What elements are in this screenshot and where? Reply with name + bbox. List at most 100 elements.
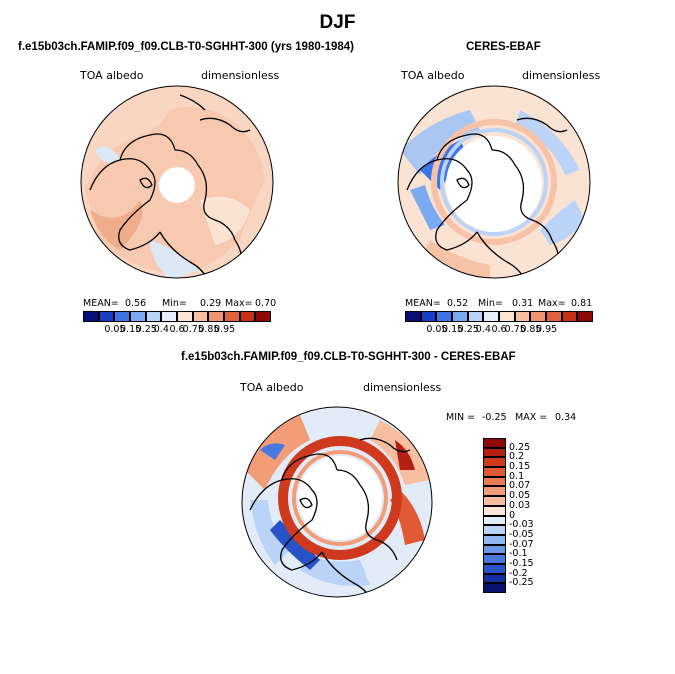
panel-1-colorbar-tick-label: 0.6 — [169, 324, 185, 335]
panel-2-colorbar-swatch — [577, 311, 593, 322]
panel-3-min-value: -0.25 — [482, 412, 507, 423]
panel-3-colorbar-tick-label: 0.15 — [509, 461, 531, 473]
panel-3-colorbar-swatch — [483, 525, 506, 535]
panel-1-colorbar-tick-label: 0.4 — [153, 324, 169, 335]
panel-2-colorbar-tick-label: 0.6 — [491, 324, 507, 335]
figure-title: DJF — [319, 12, 356, 33]
panel-3-colorbar-swatch — [483, 457, 506, 468]
panel-3-colorbar-swatch — [483, 496, 506, 506]
panel-1-min-value: 0.29 — [200, 298, 222, 309]
panel-3-colorbar-tick-label: 0.25 — [509, 441, 531, 453]
panel-1-colorbar-swatch — [98, 311, 115, 322]
panel-2-colorbar-swatch — [499, 311, 515, 322]
panel-2-min-value: 0.31 — [512, 298, 534, 309]
panel-3-colorbar-tick-label: 0.2 — [509, 451, 525, 463]
panel-2-left-label: TOA albedo — [401, 69, 465, 82]
panel-3-colorbar-tick-label: -0.15 — [509, 557, 534, 569]
panel-2-max-value: 0.81 — [571, 298, 593, 309]
panel-3-colorbar-tick-label: -0.03 — [509, 519, 534, 531]
panel-3-colorbar-swatch — [483, 544, 506, 555]
panel-3-colorbar-labels: 0.25 0.2 0.15 0.1 0.07 0.05 0.03 0 -0.03 -0.05 -0.… — [509, 438, 569, 593]
panel-2-colorbar-swatch — [483, 311, 499, 322]
panel-2-colorbar-swatch — [530, 311, 546, 322]
panel-3-left-label: TOA albedo — [240, 381, 304, 394]
panel-3-colorbar-tick-label: 0.1 — [509, 470, 525, 482]
panel-2-colorbar-swatch — [546, 311, 562, 322]
panel-3-colorbar-swatch — [483, 476, 506, 487]
panel-3-colorbar-swatch — [483, 563, 506, 574]
panel-1-colorbar-swatch — [145, 311, 162, 322]
panel-2-colorbar-tick-label: 0.25 — [457, 324, 479, 335]
panel-3-colorbar-swatch — [483, 438, 506, 448]
panel-2-colorbar-swatch — [420, 311, 437, 322]
panel-2-colorbar-tick-label: 0.85 — [520, 324, 542, 335]
panel-3-colorbar-swatch — [483, 467, 506, 477]
panel-1-colorbar-swatch — [192, 311, 209, 322]
panel-1-mean-value: 0.56 — [125, 298, 147, 309]
panel-1-colorbar-tick-label: 0.95 — [214, 324, 236, 335]
panel-2-colorbar-swatch — [452, 311, 468, 322]
panel-1-colorbar-swatch — [208, 311, 224, 322]
panel-2-right-label: dimensionless — [522, 69, 601, 82]
panel-1-colorbar-swatch — [239, 311, 256, 322]
panel-3-subtitle: f.e15b03ch.FAMIP.f09_f09.CLB-T0-SGHHT-30… — [181, 351, 516, 363]
panel-3-colorbar-tick-label: -0.2 — [509, 567, 528, 579]
panel-1-colorbar-swatch — [114, 311, 130, 322]
panel-2-colorbar-swatch — [436, 311, 452, 322]
panel-3-max-value: 0.34 — [555, 412, 577, 423]
panel-1-colorbar-swatch — [177, 311, 193, 322]
panel-2-colorbar-tick-label: 0.15 — [442, 324, 464, 335]
panel-1-colorbar-swatch — [255, 311, 271, 322]
panel-2-subtitle: CERES-EBAF — [466, 41, 541, 53]
panel-2-mean-label: MEAN= — [405, 298, 441, 309]
panel-3-colorbar-tick-label: -0.07 — [509, 538, 534, 550]
panel-3-colorbar-tick-label: 0.05 — [509, 490, 531, 502]
panel-3-colorbar-swatch — [483, 554, 506, 564]
panel-2-colorbar-labels: 0.05 0.15 0.25 0.4 0.6 0.75 0.85 0.95 — [405, 324, 593, 336]
panel-3-colorbar-tick-label: -0.05 — [509, 528, 534, 540]
panel-3-colorbar — [483, 438, 506, 593]
panel-1-colorbar-tick-label: 0.05 — [104, 324, 126, 335]
panel-2-colorbar-swatch — [405, 311, 421, 322]
panel-3-colorbar-swatch — [483, 505, 506, 516]
panel-1-colorbar-tick-label: 0.75 — [182, 324, 204, 335]
panel-2-colorbar — [405, 311, 593, 322]
panel-3-max-label: MAX = — [515, 412, 548, 423]
panel-3-colorbar-tick-label: 0.07 — [509, 480, 531, 492]
panel-1-left-label: TOA albedo — [80, 69, 144, 82]
panel-1-colorbar-swatch — [130, 311, 146, 322]
panel-1-colorbar-swatch — [224, 311, 240, 322]
panel-3-min-label: MIN = — [446, 412, 476, 423]
panel-1-subtitle: f.e15b03ch.FAMIP.f09_f09.CLB-T0-SGHHT-30… — [18, 41, 354, 53]
panel-1-colorbar-tick-label: 0.15 — [120, 324, 142, 335]
panel-2-max-label: Max= — [538, 298, 566, 309]
panel-1-right-label: dimensionless — [201, 69, 280, 82]
panel-2-colorbar-tick-label: 0.95 — [536, 324, 558, 335]
panel-3-colorbar-swatch — [483, 534, 506, 545]
panel-3-colorbar-tick-label: -0.1 — [509, 548, 528, 560]
panel-3-colorbar-swatch — [483, 515, 506, 526]
panel-2-colorbar-tick-label: 0.75 — [504, 324, 526, 335]
panel-1-mean-label: MEAN= — [83, 298, 119, 309]
panel-1-colorbar-swatch — [161, 311, 177, 322]
panel-2-colorbar-tick-label: 0.4 — [475, 324, 491, 335]
panel-1-min-label: Min= — [162, 298, 187, 309]
panel-3-colorbar-tick-label: 0.03 — [509, 499, 531, 511]
panel-1-colorbar-swatch — [83, 311, 99, 322]
panel-3-colorbar-swatch — [483, 573, 506, 584]
panel-3-colorbar-swatch — [483, 486, 506, 497]
panel-1-max-value: 0.70 — [255, 298, 277, 309]
panel-3-colorbar-swatch — [483, 583, 506, 593]
panel-2-min-label: Min= — [478, 298, 503, 309]
panel-1-colorbar-tick-label: 0.85 — [198, 324, 220, 335]
panel-1-max-label: Max= — [225, 298, 253, 309]
panel-2-colorbar-swatch — [561, 311, 578, 322]
panel-3-colorbar-tick-label: 0 — [509, 509, 516, 521]
panel-3-right-label: dimensionless — [363, 381, 442, 394]
panel-3-colorbar-swatch — [483, 447, 506, 458]
panel-1-colorbar-labels: 0.05 0.15 0.25 0.4 0.6 0.75 0.85 0.95 — [83, 324, 271, 336]
panel-1-colorbar-tick-label: 0.25 — [135, 324, 157, 335]
